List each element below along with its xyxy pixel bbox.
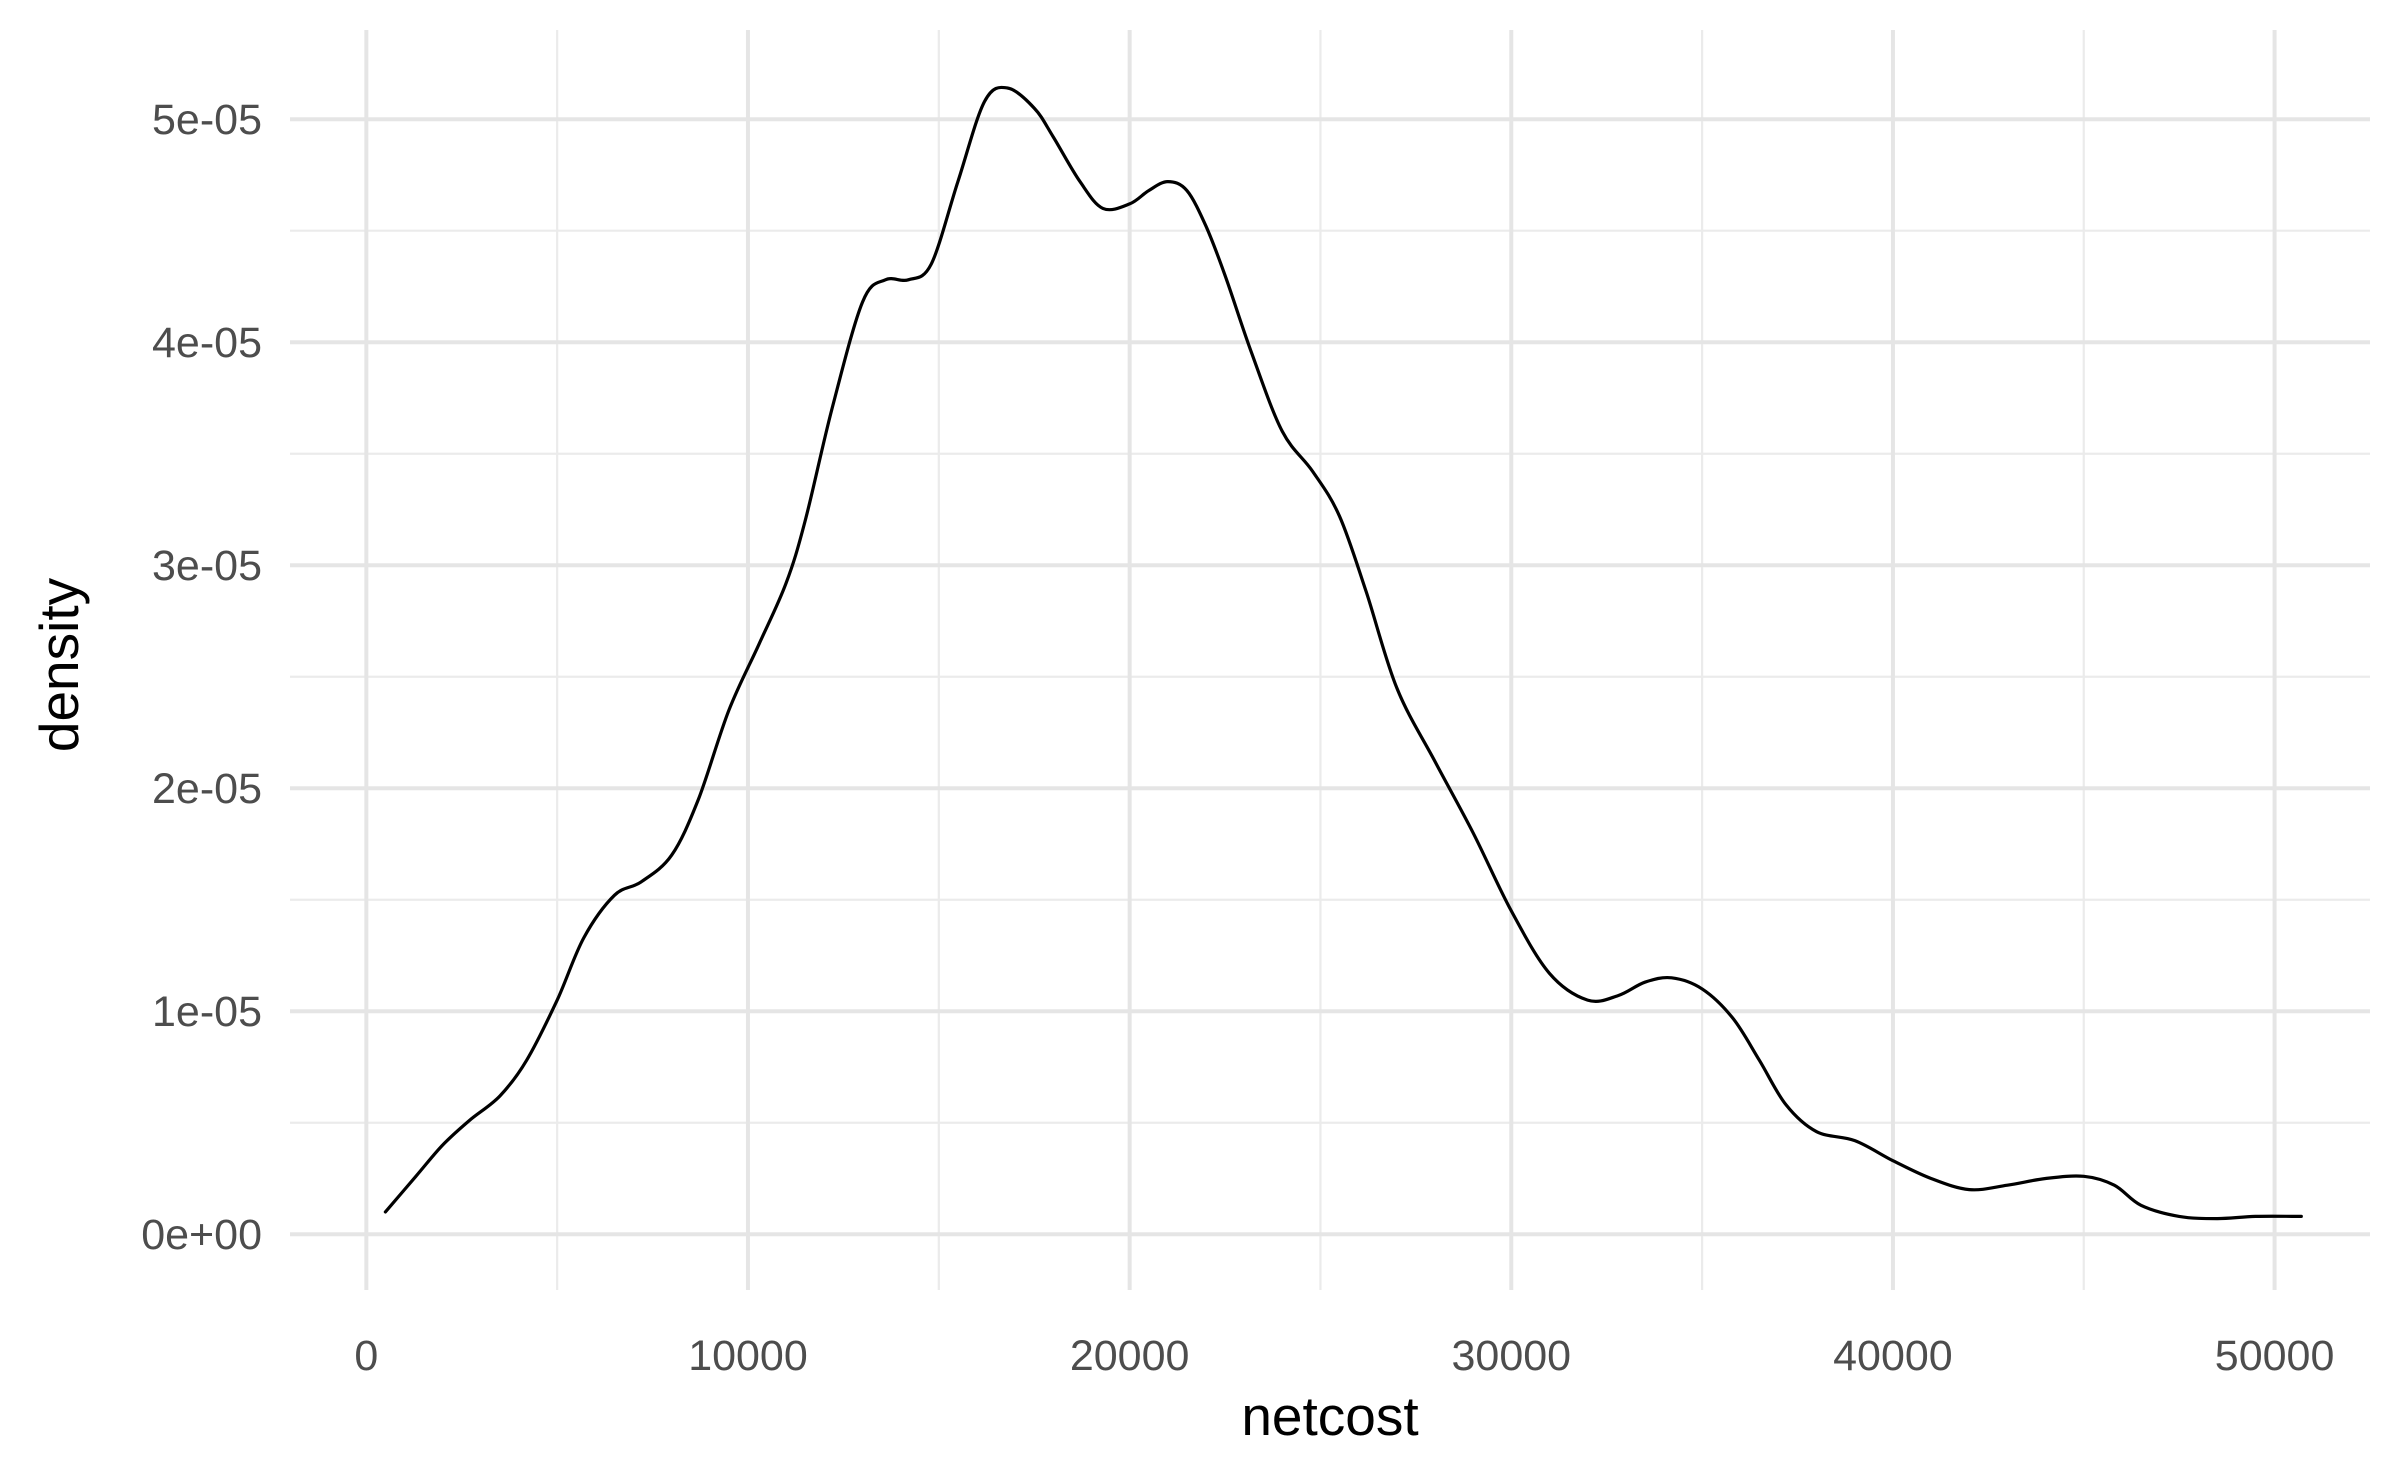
y-tick-label: 5e-05 <box>152 96 262 144</box>
grid-layer <box>290 30 2370 1290</box>
x-tick-label: 30000 <box>1451 1332 1571 1380</box>
y-tick-label: 3e-05 <box>152 542 262 590</box>
y-tick-label: 4e-05 <box>152 319 262 367</box>
y-axis-title: density <box>28 577 90 752</box>
x-tick-label: 20000 <box>1070 1332 1190 1380</box>
y-tick-label: 1e-05 <box>152 988 262 1036</box>
line-layer <box>383 85 2303 1221</box>
tick-label-layer: 0 10000 20000 30000 40000 50000 0e+00 1e-05 2e-0… <box>141 96 2334 1380</box>
y-tick-label: 0e+00 <box>141 1211 262 1259</box>
x-tick-label: 10000 <box>688 1332 808 1380</box>
x-tick-label: 40000 <box>1833 1332 1953 1380</box>
x-tick-label: 50000 <box>2215 1332 2335 1380</box>
density-curve <box>383 85 2303 1221</box>
y-tick-label: 2e-05 <box>152 765 262 813</box>
x-axis-title: netcost <box>1241 1385 1418 1447</box>
x-tick-label: 0 <box>354 1332 378 1380</box>
